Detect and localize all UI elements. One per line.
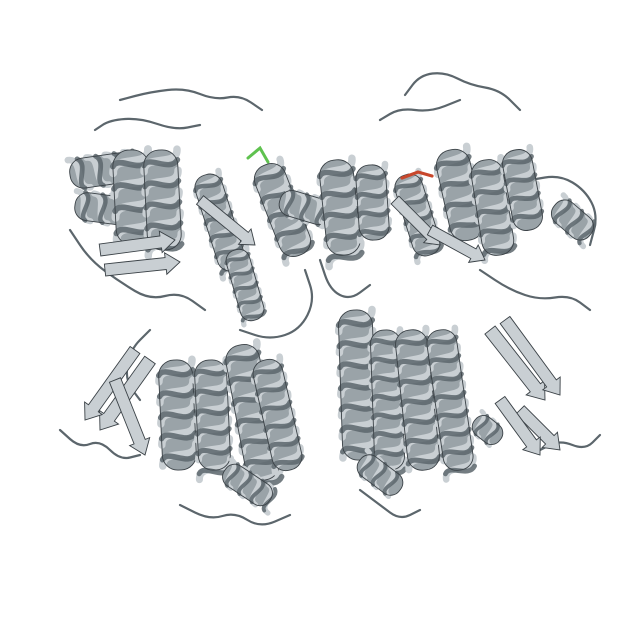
beta-strand: [484, 325, 546, 401]
helix: [222, 457, 278, 516]
helix: [278, 184, 332, 230]
helix: [500, 143, 545, 231]
loop: [68, 228, 207, 312]
helix: [155, 355, 200, 471]
loop: [93, 117, 202, 132]
beta-strand: [195, 195, 256, 246]
helix: [191, 355, 235, 484]
chain-a-left-subunit: [58, 88, 332, 526]
beta-strand: [499, 315, 561, 396]
helix: [250, 353, 305, 476]
helix: [224, 244, 267, 328]
loop: [58, 428, 142, 460]
beta-strand: [98, 230, 176, 257]
beta-strand: [494, 395, 541, 456]
highlighted-residues: [246, 145, 434, 180]
loop: [528, 175, 597, 247]
beta-strand: [99, 355, 156, 431]
loop: [378, 98, 462, 122]
loop: [118, 88, 264, 112]
helix: [316, 154, 365, 271]
helix: [424, 324, 477, 483]
helix: [352, 160, 392, 244]
loop: [403, 72, 522, 112]
helix: [471, 408, 504, 449]
loop: [478, 268, 592, 312]
helix: [550, 192, 597, 250]
helix: [140, 145, 185, 260]
chain-b-right-subunit: [316, 72, 602, 519]
loop: [358, 488, 422, 519]
loop: [318, 258, 372, 299]
beta-strand: [426, 224, 486, 263]
helix: [356, 447, 404, 500]
green-residue: [246, 145, 270, 164]
beta-strand: [103, 251, 181, 277]
beta-strand: [108, 377, 151, 456]
loop: [238, 268, 314, 339]
red-residue: [400, 170, 434, 180]
loop: [178, 503, 292, 526]
helix: [468, 153, 518, 265]
